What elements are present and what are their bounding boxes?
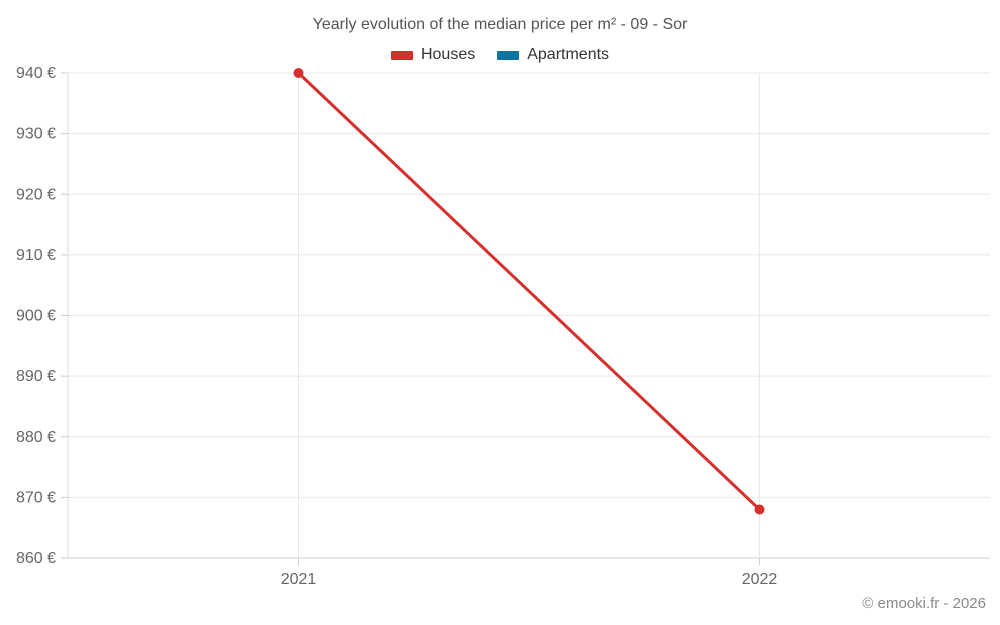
houses-data-point[interactable]: [754, 504, 765, 515]
y-tick-label: 870 €: [16, 489, 56, 506]
legend-label-apartments: Apartments: [527, 46, 610, 63]
y-tick-label: 860 €: [16, 550, 56, 567]
footer-credit: © emooki.fr - 2026: [862, 595, 986, 612]
y-tick-label: 930 €: [16, 126, 56, 143]
y-tick-label: 920 €: [16, 186, 56, 203]
legend-item-apartments[interactable]: Apartments: [497, 46, 609, 64]
x-tick-label: 2021: [281, 571, 317, 588]
y-tick-label: 890 €: [16, 368, 56, 385]
y-tick-label: 900 €: [16, 308, 56, 325]
houses-data-point[interactable]: [293, 68, 304, 78]
apartments-series-swatch-icon: [497, 50, 520, 60]
legend-label-houses: Houses: [420, 46, 476, 63]
houses-series-line: [297, 71, 761, 511]
chart-title: Yearly evolution of the median price per…: [312, 16, 688, 33]
houses-series-swatch-icon: [390, 50, 413, 60]
legend-item-houses[interactable]: Houses: [390, 46, 476, 64]
y-tick-label: 940 €: [16, 65, 56, 82]
y-tick-label: 880 €: [16, 429, 56, 446]
x-tick-label: 2022: [742, 571, 778, 588]
y-tick-label: 910 €: [16, 247, 56, 264]
legend: Houses Apartments: [0, 46, 1000, 64]
